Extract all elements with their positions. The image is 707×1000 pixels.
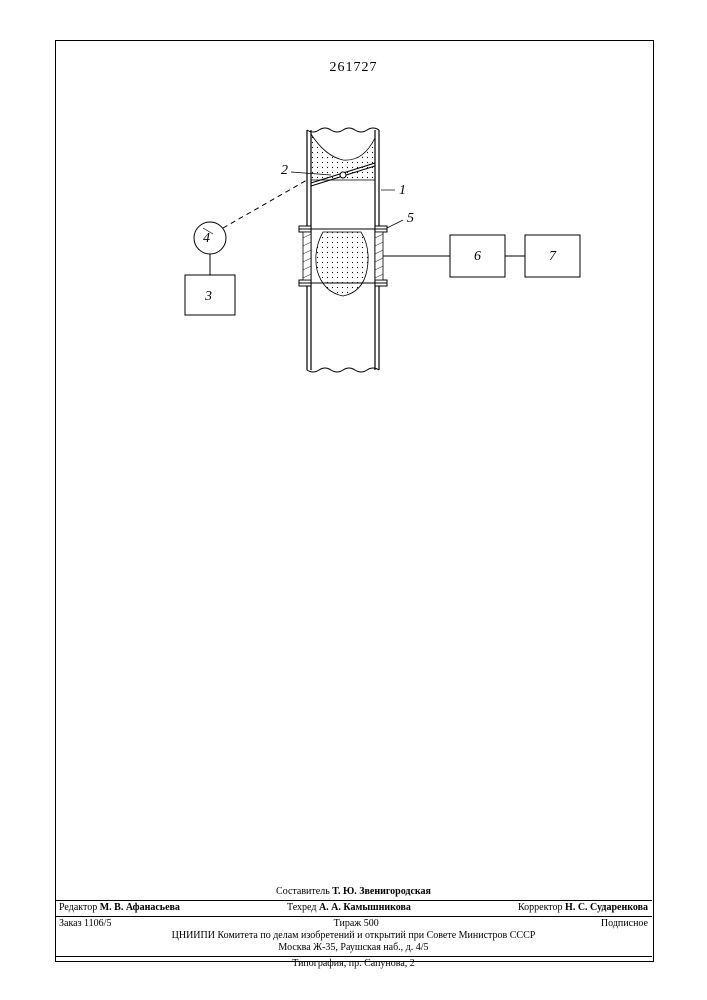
label-3: 3 xyxy=(204,289,212,304)
label-6: 6 xyxy=(474,249,481,264)
label-1: 1 xyxy=(399,183,406,198)
org: ЦНИИПИ Комитета по делам изобретений и о… xyxy=(55,930,652,942)
label-2: 2 xyxy=(281,163,288,178)
footer: Составитель Т. Ю. Звенигородская Редакто… xyxy=(55,886,652,972)
label-4: 4 xyxy=(203,231,210,246)
address: Москва Ж-35, Раушская наб., д. 4/5 xyxy=(55,942,652,954)
document-number: 261727 xyxy=(0,60,707,76)
editor: М. В. Афанасьева xyxy=(100,902,180,913)
techred-label: Техред xyxy=(287,902,316,913)
diagram: 1 2 3 4 5 6 7 xyxy=(55,120,652,450)
corrector-label: Корректор xyxy=(518,902,563,913)
subscription: Подписное xyxy=(601,918,648,930)
editor-label: Редактор xyxy=(59,902,97,913)
upper-flange xyxy=(299,226,387,232)
author: Т. Ю. Звенигородская xyxy=(332,886,431,897)
label-5: 5 xyxy=(407,211,414,226)
corrector: Н. С. Сударенкова xyxy=(565,902,648,913)
tirage-label: Тираж xyxy=(334,918,362,929)
printer: Типография, пр. Сапунова, 2 xyxy=(55,958,652,970)
node-4 xyxy=(194,222,226,254)
order-label: Заказ xyxy=(59,918,82,929)
label-7: 7 xyxy=(549,249,557,264)
material-lower xyxy=(316,232,368,296)
tirage: 500 xyxy=(364,918,379,929)
techred: А. А. Камышникова xyxy=(319,902,411,913)
order: 1106/5 xyxy=(84,918,111,929)
author-label: Составитель xyxy=(276,886,330,897)
